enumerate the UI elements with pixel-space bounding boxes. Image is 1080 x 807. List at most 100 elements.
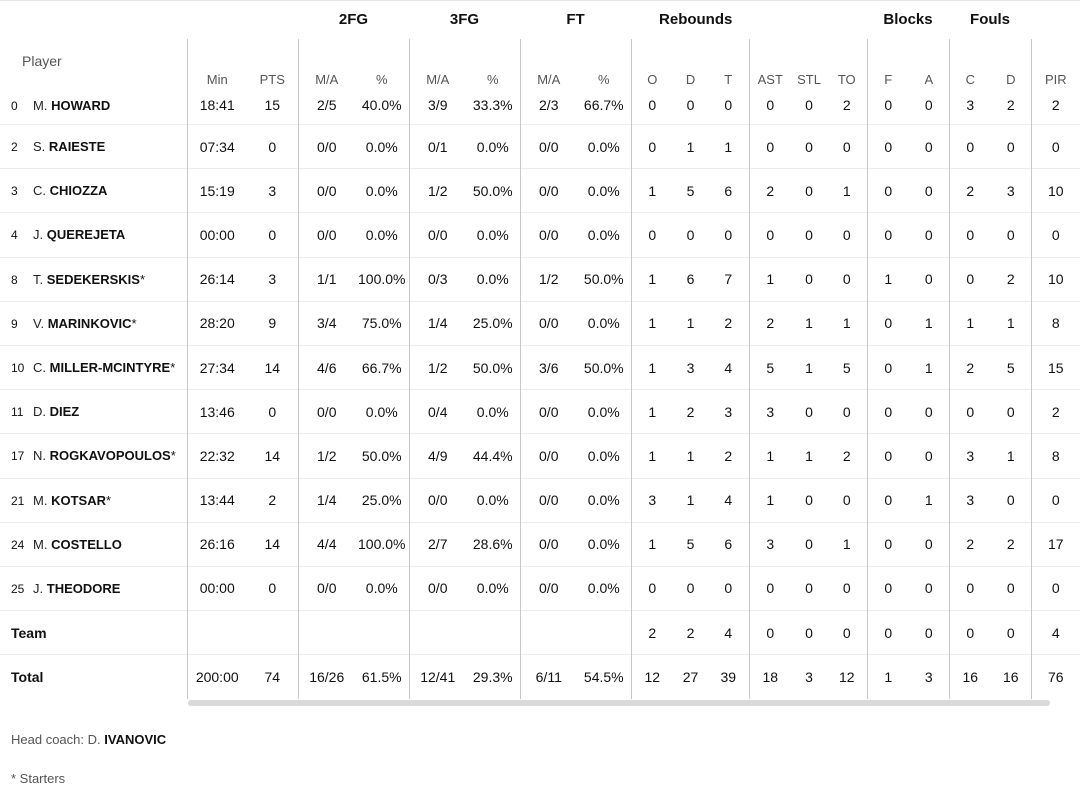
stat-pts: 0	[247, 123, 298, 169]
stat-reb-o: 0	[630, 565, 674, 611]
table-row[interactable]: 24 M. COSTELLO 26:16 14 4/4 100.0% 2/7 28.6% 0/0…	[0, 521, 1080, 567]
stat-ast: 0	[748, 123, 792, 169]
player-cell[interactable]: 24 M. COSTELLO	[0, 521, 187, 567]
total-stat-fg3-ma: 12/41	[408, 654, 466, 699]
player-cell[interactable]: 17 N. ROGKAVOPOULOS*	[0, 433, 187, 478]
team-label: Team	[0, 610, 187, 655]
stat-ft-pct: 0.0%	[577, 477, 632, 523]
player-initial: J.	[33, 580, 44, 596]
table-row[interactable]: 0 M. HOWARD 18:41 15 2/5 40.0% 3/9 33.3% 2/3 66.7…	[0, 92, 1080, 125]
stat-to: 5	[827, 344, 868, 390]
stat-foul-d: 2	[991, 256, 1032, 302]
stat-pts: 14	[247, 521, 298, 567]
player-cell[interactable]: 11 D. DIEZ	[0, 389, 187, 434]
total-stat-to: 12	[827, 654, 868, 699]
column-header-ft-pct: %	[597, 71, 610, 87]
team-stat-fg3-ma	[408, 610, 466, 655]
stat-foul-d: 0	[991, 477, 1032, 523]
total-label: Total	[0, 654, 187, 699]
total-stat-foul-d: 16	[991, 654, 1032, 699]
stat-min: 15:19	[186, 168, 247, 213]
column-header-min: Min	[186, 38, 247, 93]
stat-pir: 8	[1030, 433, 1080, 478]
table-row[interactable]: 4 J. QUEREJETA 00:00 0 0/0 0.0% 0/0 0.0% 0/0 0.0%…	[0, 212, 1080, 258]
column-header-to: TO	[837, 71, 856, 87]
stat-min: 22:32	[186, 433, 247, 478]
stat-fg2-pct: 100.0%	[355, 256, 409, 302]
total-stat-pir: 76	[1030, 654, 1080, 699]
total-stat-fg3-pct: 29.3%	[466, 654, 520, 699]
player-cell[interactable]: 4 J. QUEREJETA	[0, 212, 187, 258]
stat-fg3-ma: 0/0	[408, 212, 466, 258]
table-row[interactable]: 8 T. SEDEKERSKIS* 26:14 3 1/1 100.0% 0/3 0.0% 1/…	[0, 256, 1080, 302]
team-row: Team 2 2 4 0 0 0 0 0 0 0 4	[0, 610, 1080, 655]
player-cell[interactable]: 21 M. KOTSAR*	[0, 477, 187, 523]
player-cell[interactable]: 8 T. SEDEKERSKIS*	[0, 256, 187, 302]
stat-reb-o: 1	[630, 344, 674, 390]
player-number: 4	[11, 228, 18, 243]
table-row[interactable]: 11 D. DIEZ 13:46 0 0/0 0.0% 0/4 0.0% 0/0 0.0% 1 2 3 3…	[0, 389, 1080, 434]
stat-stl: 1	[791, 344, 828, 390]
stat-ft-pct: 0.0%	[577, 389, 632, 434]
total-stat-ft-ma: 6/11	[519, 654, 577, 699]
total-stat-ast: 18	[748, 654, 792, 699]
stat-blk-f: 0	[866, 433, 910, 478]
table-row[interactable]: 25 J. THEODORE 00:00 0 0/0 0.0% 0/0 0.0% 0/0 0.0%…	[0, 565, 1080, 611]
table-row[interactable]: 9 V. MARINKOVIC* 28:20 9 3/4 75.0% 1/4 25.0% 0/0…	[0, 300, 1080, 346]
stat-fg2-pct: 50.0%	[355, 433, 409, 478]
player-cell[interactable]: 2 S. RAIESTE	[0, 123, 187, 169]
player-cell[interactable]: 25 J. THEODORE	[0, 565, 187, 611]
stat-stl: 0	[791, 168, 828, 213]
stat-ft-ma: 0/0	[519, 212, 577, 258]
column-header-3fg-ma: M/A	[408, 38, 466, 93]
stat-reb-o: 0	[630, 123, 674, 169]
group-header-blank	[0, 0, 187, 39]
stat-blk-a: 0	[909, 565, 950, 611]
column-header-foul-c: C	[948, 38, 992, 93]
stat-blk-f: 1	[866, 256, 910, 302]
table-row[interactable]: 17 N. ROGKAVOPOULOS* 22:32 14 1/2 50.0% 4/9 44.…	[0, 433, 1080, 478]
stat-min: 26:16	[186, 521, 247, 567]
table-row[interactable]: 3 C. CHIOZZA 15:19 3 0/0 0.0% 1/2 50.0% 0/0 0.0% 1…	[0, 168, 1080, 213]
stat-fg3-pct: 33.3%	[472, 97, 513, 114]
table-row[interactable]: 21 M. KOTSAR* 13:44 2 1/4 25.0% 0/0 0.0% 0/0 0.0%…	[0, 477, 1080, 523]
column-header-reb-o: O	[630, 38, 674, 93]
stat-fg2-ma: 0/0	[297, 123, 355, 169]
horizontal-scrollbar[interactable]	[188, 700, 1050, 706]
stat-to: 0	[827, 123, 868, 169]
stat-blk-f: 0	[866, 123, 910, 169]
stat-fg3-pct: 0.0%	[466, 389, 520, 434]
total-stat-reb-o: 12	[630, 654, 674, 699]
player-cell[interactable]: 0 M. HOWARD	[0, 93, 187, 125]
table-body: 0 M. HOWARD 18:41 15 2/5 40.0% 3/9 33.3% 2/3 66.7…	[0, 92, 1080, 699]
total-stat-reb-t: 39	[708, 654, 750, 699]
player-number: 2	[11, 140, 18, 155]
team-stat-to: 0	[827, 610, 868, 655]
player-initial: M.	[33, 536, 48, 552]
stat-blk-a: 1	[909, 477, 950, 523]
stat-reb-d: 0	[686, 97, 695, 114]
player-cell[interactable]: 10 C. MILLER-MCINTYRE*	[0, 344, 187, 390]
player-cell[interactable]: 3 C. CHIOZZA	[0, 168, 187, 213]
player-cell[interactable]: 9 V. MARINKOVIC*	[0, 300, 187, 346]
total-row: Total 200:00 74 16/26 61.5% 12/41 29.3% 6/11 54.…	[0, 654, 1080, 699]
stat-fg3-ma: 4/9	[408, 433, 466, 478]
table-row[interactable]: 2 S. RAIESTE 07:34 0 0/0 0.0% 0/1 0.0% 0/0 0.0% 0 1…	[0, 123, 1080, 169]
player-initial: C.	[33, 183, 46, 199]
stat-reb-t: 0	[724, 97, 733, 114]
stat-reb-d: 0	[673, 212, 709, 258]
table-row[interactable]: 10 C. MILLER-MCINTYRE* 27:34 14 4/6 66.7% 1/2 5…	[0, 344, 1080, 390]
column-header-ast: AST	[748, 38, 792, 93]
stat-reb-t: 0	[708, 565, 750, 611]
player-surname: THEODORE	[46, 580, 121, 596]
stat-blk-f: 0	[866, 389, 910, 434]
stat-blk-a: 0	[909, 123, 950, 169]
column-header-reb-t: T	[724, 71, 733, 87]
group-header-blank	[187, 0, 298, 39]
stat-min: 28:20	[186, 300, 247, 346]
column-header-2fg-ma: M/A	[297, 38, 355, 93]
head-coach-name: IVANOVIC	[104, 732, 167, 747]
stat-fg2-ma: 1/4	[297, 477, 355, 523]
player-initial: C.	[33, 360, 46, 376]
stat-blk-a: 0	[909, 256, 950, 302]
